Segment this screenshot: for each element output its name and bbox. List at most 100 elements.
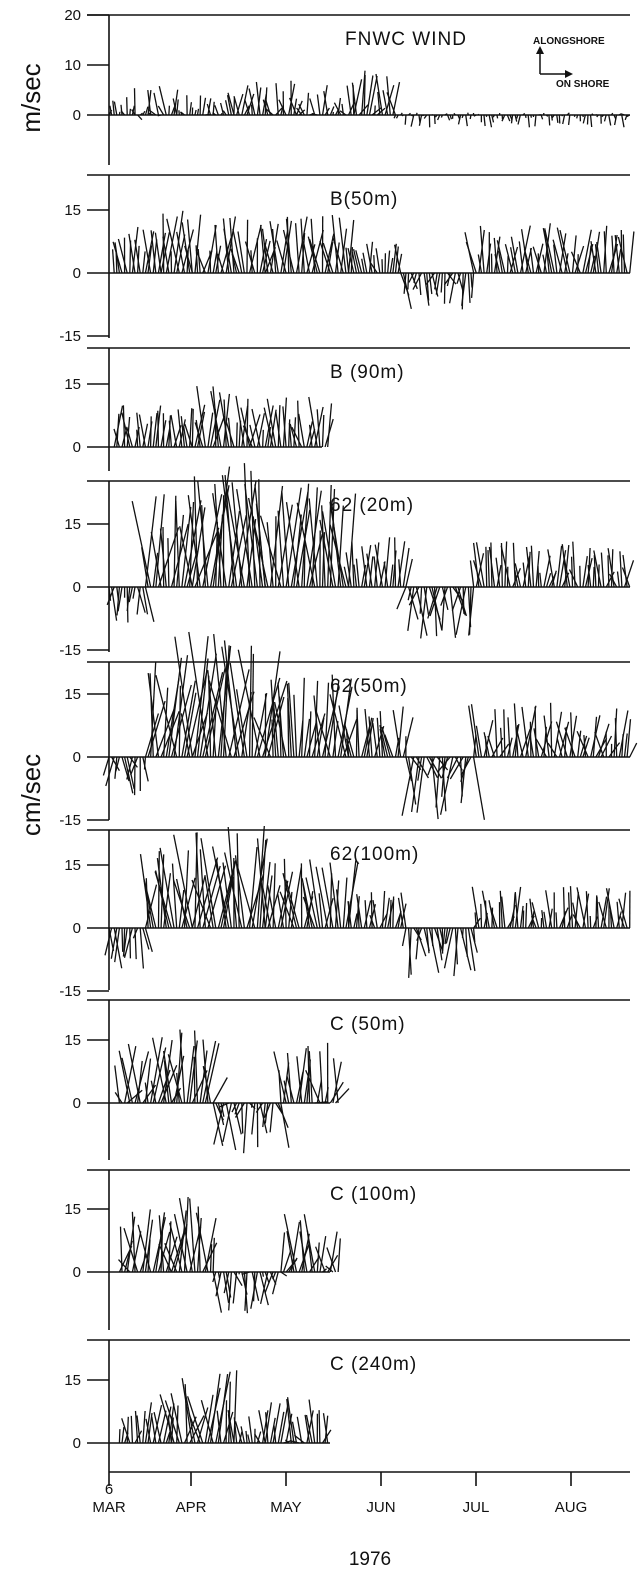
stick-vector (514, 886, 522, 929)
stick-vector (194, 422, 204, 448)
stick-vector (109, 105, 113, 116)
stick-vector (136, 586, 141, 615)
stick-vector (547, 742, 558, 758)
stick-vector (222, 110, 227, 116)
stick-vector (518, 241, 524, 274)
stick-vector (290, 867, 302, 929)
stick-vector (174, 636, 194, 758)
stick-vector (304, 1414, 311, 1444)
stick-vector (415, 112, 418, 116)
stick-vector (154, 232, 162, 274)
stick-vector (175, 500, 180, 588)
stick-vector (369, 914, 376, 929)
stick-vector (147, 673, 160, 758)
stick-vector (480, 903, 483, 929)
stick-vector (573, 114, 576, 117)
stick-vector (234, 1102, 240, 1115)
stick-vector (426, 756, 439, 779)
stick-vector (168, 1403, 175, 1444)
stick-vector (193, 476, 199, 588)
stick-vector (494, 709, 498, 758)
stick-vector (305, 1070, 321, 1104)
stick-vector (162, 1050, 173, 1104)
stick-vector (582, 114, 586, 124)
stick-vector (342, 718, 358, 758)
stick-vector (343, 566, 350, 588)
stick-vector (287, 698, 290, 758)
stick-vector (150, 531, 162, 588)
stick-vector (155, 494, 165, 588)
stick-vector (147, 1413, 153, 1444)
stick-vector (225, 1102, 237, 1151)
stick-vector (178, 1210, 187, 1273)
stick-vector (188, 1414, 201, 1444)
stick-vector (591, 113, 594, 116)
stick-vector (117, 586, 123, 612)
stick-vector (570, 556, 574, 588)
y-tick-label: 15 (64, 516, 81, 533)
stick-vector (131, 500, 152, 588)
stick-vector (479, 225, 485, 274)
stick-vector (372, 723, 378, 758)
stick-vector (167, 538, 170, 588)
stick-vector (324, 233, 335, 274)
stick-vector (610, 112, 614, 116)
stick-vector (361, 546, 368, 588)
stick-vector (165, 1431, 171, 1444)
stick-vector (552, 239, 563, 274)
stick-vector (212, 493, 227, 588)
month-label: MAY (270, 1499, 301, 1516)
stick-vector (609, 573, 618, 588)
stick-vector (327, 403, 333, 448)
stick-vector (616, 571, 620, 588)
stick-vector (163, 1060, 170, 1104)
stick-vector (136, 586, 146, 613)
stick-vector (329, 873, 333, 929)
stick-vector (210, 390, 222, 448)
stick-vector (375, 73, 384, 116)
panel-title: B (90m) (330, 362, 405, 383)
stick-vector (126, 756, 134, 780)
stick-vector (168, 1221, 172, 1273)
stick-vector (475, 725, 483, 758)
stick-vector (540, 114, 544, 120)
stick-vector (363, 545, 372, 588)
stick-vector (626, 719, 632, 758)
stick-vector (319, 1051, 324, 1104)
stick-vector (570, 251, 581, 274)
stick-vector (543, 555, 551, 588)
stick-vector (290, 491, 309, 588)
stick-vector (181, 1378, 193, 1444)
stick-vector (487, 550, 490, 588)
stick-vector (499, 727, 503, 758)
stick-vector (564, 253, 569, 274)
y-tick-label: -15 (59, 812, 81, 829)
stick-vector (568, 569, 579, 588)
stick-vector (460, 756, 467, 804)
stick-vector (428, 927, 440, 973)
stick-vector (477, 254, 483, 274)
stick-vector (144, 1219, 154, 1273)
stick-vector (170, 414, 178, 448)
stick-vector (142, 756, 149, 782)
stick-vector (397, 253, 403, 274)
stick-vector (189, 102, 193, 116)
stick-vector (356, 710, 360, 758)
stick-vector (222, 1411, 234, 1444)
stick-vector (372, 900, 378, 929)
stick-vector (261, 885, 272, 929)
panel-title: 62(50m) (330, 676, 408, 697)
panel-62_50: -15 0 15 62(50m) (59, 631, 638, 829)
stick-vector (592, 566, 595, 588)
stick-vector (431, 927, 434, 947)
stick-vector (440, 272, 444, 293)
stick-vector (245, 1430, 248, 1444)
stick-vector (582, 114, 584, 118)
stick-vector (517, 114, 521, 125)
stick-vector (202, 97, 207, 116)
panel-62_100: -15 0 15 62(100m) (59, 825, 631, 1000)
stick-vector (147, 1239, 151, 1273)
stick-vector (180, 111, 185, 116)
panel-title: 62 (20m) (330, 495, 414, 516)
stick-vector (445, 927, 451, 944)
